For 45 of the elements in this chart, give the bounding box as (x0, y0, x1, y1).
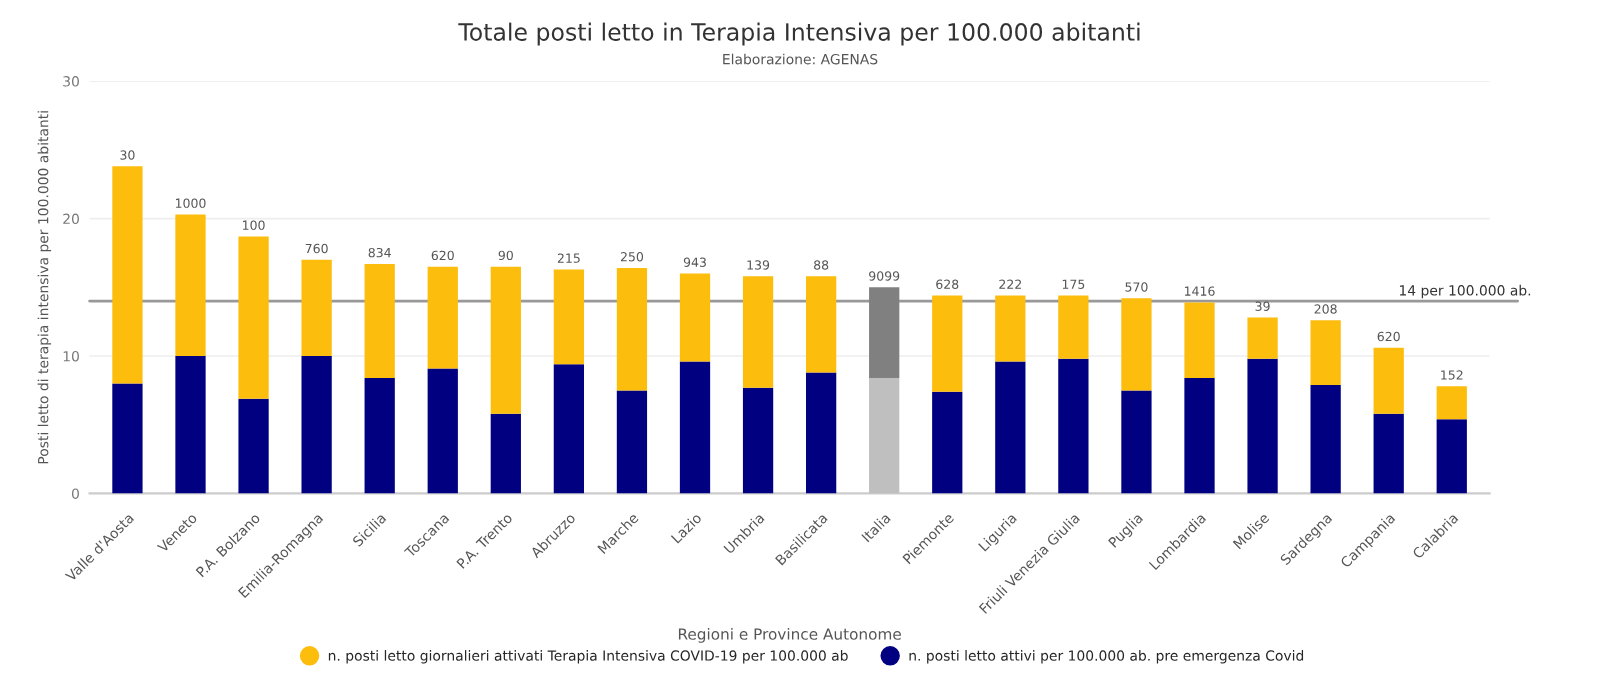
bar (1373, 413, 1404, 494)
bar (1058, 295, 1089, 359)
bar (679, 361, 711, 494)
bar (238, 236, 269, 399)
bar (1184, 378, 1215, 494)
bar (1373, 347, 1404, 414)
bar (238, 398, 269, 494)
bar (1184, 302, 1215, 379)
bar (932, 391, 963, 494)
bar (1436, 419, 1467, 494)
bar (553, 269, 585, 365)
bar (301, 356, 332, 494)
bar (742, 276, 774, 388)
bar (364, 263, 395, 379)
bar (112, 166, 143, 384)
bar (806, 372, 837, 494)
bar (1247, 358, 1278, 494)
bar (1436, 386, 1467, 420)
bar (490, 266, 521, 414)
bar (427, 368, 458, 494)
bar (427, 266, 458, 369)
bar (490, 413, 521, 494)
bar (616, 390, 648, 494)
bar (995, 295, 1026, 362)
bar (806, 276, 837, 373)
bar (616, 268, 648, 391)
bar (869, 378, 900, 494)
bar (1121, 298, 1152, 391)
bar (175, 356, 206, 494)
bar (1121, 390, 1152, 494)
bar (1310, 320, 1341, 385)
bar (869, 287, 900, 379)
bar (1247, 317, 1278, 359)
bar (364, 378, 395, 494)
bar (175, 214, 206, 357)
bar (1310, 384, 1341, 494)
bar (1058, 358, 1089, 494)
bar (932, 295, 963, 392)
bar (301, 259, 332, 357)
bar (742, 387, 774, 494)
chart-title: Totale posti letto in Terapia Intensiva per 100.000 abitanti (458, 22, 1140, 46)
bar (553, 364, 585, 494)
bar (112, 383, 143, 494)
bar (995, 361, 1026, 494)
bar (679, 273, 711, 362)
